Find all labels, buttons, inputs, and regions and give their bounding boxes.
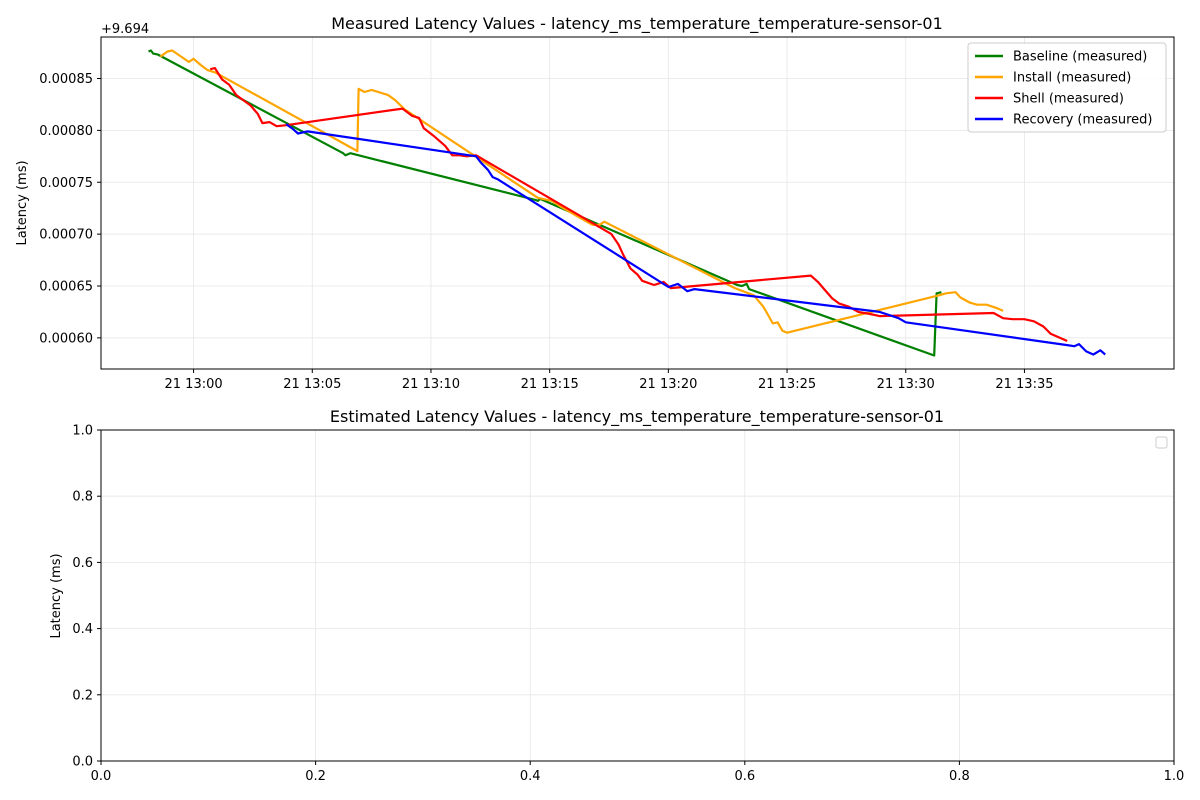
measured-legend-box [967,42,1167,133]
measured-plot-frame [100,36,1175,370]
series-line-install [159,49,1004,334]
measured-x-tick-label: 21 13:20 [639,377,697,392]
estimated-x-tick-label: 1.0 [1164,769,1185,784]
measured-series-lines [148,49,1106,357]
series-line-shell [209,66,1068,343]
measured-chart: Measured Latency Values - latency_ms_tem… [15,14,1175,392]
estimated-x-axis: 0.0 0.2 0.4 0.6 0.8 1.0 [91,761,1185,784]
estimated-y-axis-label: Latency (ms) [49,553,64,638]
measured-x-tick-label: 21 13:00 [165,377,223,392]
measured-y-offset-label: +9.694 [101,22,149,37]
legend-label-shell: Shell (measured) [1013,92,1124,107]
measured-y-axis: 0.00060 0.00065 0.00070 0.00075 0.00080 0.000… [39,72,101,346]
measured-x-tick-label: 21 13:25 [758,377,816,392]
measured-y-tick-label: 0.00060 [39,331,93,346]
measured-y-tick-label: 0.00075 [39,176,93,191]
estimated-chart-title: Estimated Latency Values - latency_ms_te… [330,407,944,427]
estimated-chart: Estimated Latency Values - latency_ms_te… [49,407,1184,784]
measured-x-axis: 21 13:00 21 13:05 21 13:10 21 13:15 21 13:20… [165,369,1054,392]
legend-label-install: Install (measured) [1013,71,1131,86]
estimated-x-tick-label: 0.0 [91,769,112,784]
measured-x-tick-label: 21 13:35 [995,377,1053,392]
series-line-baseline [148,49,942,357]
measured-x-tick-label: 21 13:05 [283,377,341,392]
measured-x-tick-label: 21 13:30 [877,377,935,392]
estimated-x-tick-label: 0.8 [949,769,970,784]
estimated-y-axis: 0.0 0.2 0.4 0.6 0.8 1.0 [72,424,101,770]
measured-y-tick-label: 0.00065 [39,280,93,295]
measured-y-tick-label: 0.00070 [39,228,93,243]
estimated-x-tick-label: 0.4 [520,769,541,784]
measured-y-tick-label: 0.00085 [39,72,93,87]
estimated-y-tick-label: 0.0 [72,755,93,770]
measured-y-axis-label: Latency (ms) [15,160,30,245]
measured-legend: Baseline (measured) Install (measured) She… [967,42,1167,133]
measured-x-tick-label: 21 13:15 [521,377,579,392]
measured-chart-title: Measured Latency Values - latency_ms_tem… [331,14,943,34]
series-line-recovery [285,123,1106,356]
estimated-y-tick-label: 0.8 [72,490,93,505]
estimated-x-tick-label: 0.6 [734,769,755,784]
estimated-empty-legend [1155,436,1168,449]
estimated-plot-frame [100,429,1175,762]
estimated-y-tick-label: 0.6 [72,556,93,571]
measured-y-tick-label: 0.00080 [39,124,93,139]
estimated-y-tick-label: 0.2 [72,688,93,703]
estimated-y-tick-label: 0.4 [72,622,93,637]
estimated-x-tick-label: 0.2 [305,769,326,784]
legend-label-baseline: Baseline (measured) [1013,50,1147,65]
estimated-y-tick-label: 1.0 [72,424,93,439]
measured-x-tick-label: 21 13:10 [402,377,460,392]
legend-label-recovery: Recovery (measured) [1013,113,1153,128]
